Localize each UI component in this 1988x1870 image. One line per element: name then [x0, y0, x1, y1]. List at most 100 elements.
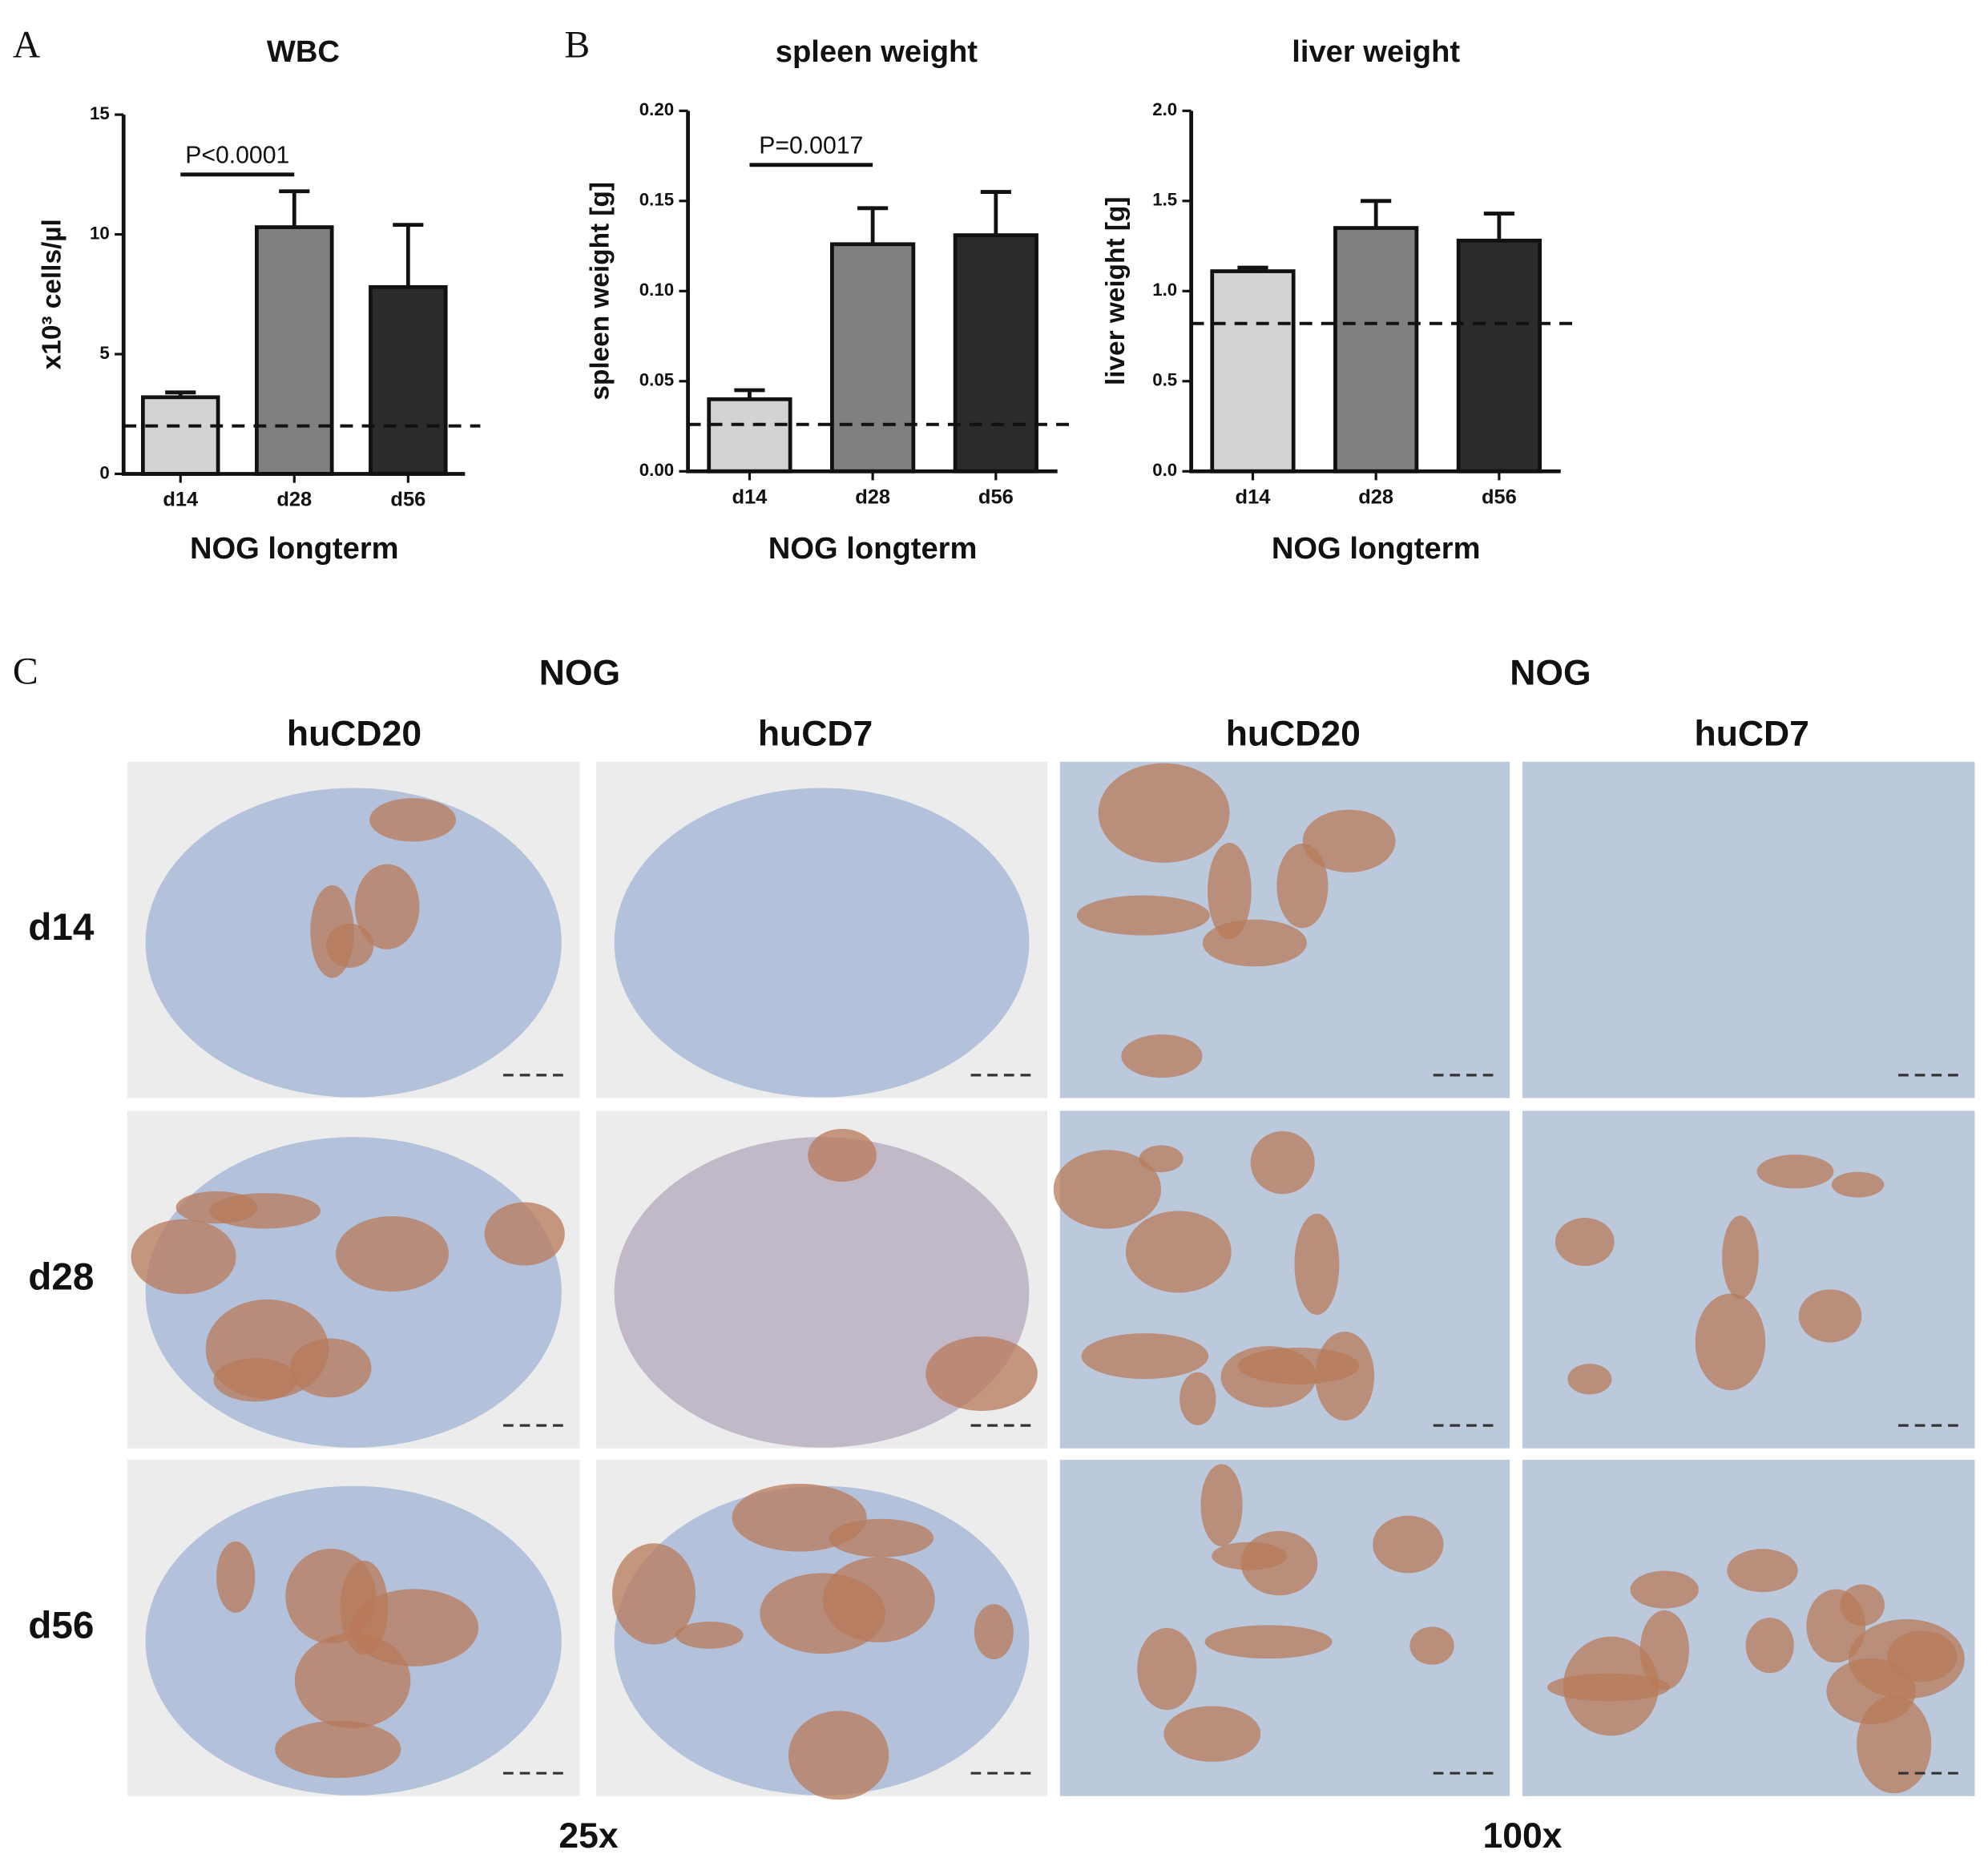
column-header: huCD20: [287, 715, 421, 754]
bar: [830, 242, 916, 474]
stain-patch: [1204, 1625, 1333, 1659]
stain-patch: [974, 1604, 1014, 1660]
panel-label: B: [564, 24, 590, 66]
stain-patch: [1076, 895, 1210, 936]
error-bar: [279, 189, 310, 228]
stain-patch: [675, 1621, 744, 1649]
stain-patch: [1139, 1145, 1184, 1173]
stain-patch: [1567, 1364, 1612, 1395]
stain-patch: [1373, 1515, 1444, 1574]
stain-patch: [1798, 1289, 1862, 1343]
stain-patch: [1409, 1626, 1454, 1665]
error-bar: [1237, 265, 1268, 272]
bar: [1210, 269, 1296, 474]
stain-patch: [1887, 1630, 1958, 1683]
chart-title: spleen weight: [776, 34, 978, 69]
annotation: P=0.0017: [759, 133, 863, 159]
stain-patch: [205, 1299, 329, 1400]
stain-patch: [1081, 1333, 1209, 1380]
bar: [953, 233, 1038, 474]
error-bar: [734, 388, 765, 400]
error-bar: [393, 223, 424, 288]
annotation: P<0.0001: [185, 143, 289, 169]
x-axis-label: NOG longterm: [1272, 531, 1481, 566]
stain-patch: [925, 1336, 1038, 1411]
row-label: d28: [28, 1256, 94, 1299]
stain-patch: [1826, 1658, 1916, 1724]
tissue-section: [145, 1137, 562, 1448]
stain-patch: [808, 1129, 877, 1182]
y-tick-label: 0.05: [639, 370, 674, 390]
bar: [369, 284, 448, 476]
stain-patch: [1121, 1034, 1203, 1078]
stain-patch: [1208, 842, 1252, 940]
x-tick-label: d56: [1482, 486, 1517, 508]
stain-patch: [612, 1543, 696, 1645]
stain-patch: [1237, 1348, 1360, 1384]
panel-label: A: [13, 24, 41, 66]
y-tick-label: 1.0: [1152, 280, 1177, 300]
y-tick-label: 2.0: [1152, 99, 1177, 119]
magnification: 100x: [1483, 1816, 1563, 1856]
tissue-image: [1522, 761, 1975, 1098]
x-tick-label: d28: [1358, 486, 1393, 508]
stain-patch: [1630, 1570, 1699, 1609]
y-axis-label: liver weight [g]: [1101, 197, 1131, 385]
stain-patch: [1098, 763, 1230, 863]
stain-patch: [131, 1219, 236, 1295]
y-tick-label: 0.5: [1152, 370, 1177, 390]
stain-patch: [484, 1202, 565, 1266]
x-axis-label: NOG longterm: [768, 531, 978, 566]
stain-patch: [760, 1573, 885, 1654]
error-bar: [857, 206, 889, 244]
column-header: huCD7: [1695, 715, 1809, 754]
stain-patch: [1125, 1211, 1232, 1293]
stain-patch: [1695, 1293, 1766, 1391]
column-header: huCD20: [1226, 715, 1361, 754]
row-label: d56: [28, 1605, 94, 1647]
x-tick-label: d56: [390, 489, 425, 511]
stain-patch: [1276, 843, 1329, 929]
error-bar: [165, 390, 196, 397]
bar: [707, 397, 792, 474]
y-tick-label: 5: [99, 343, 109, 363]
y-tick-label: 0.15: [639, 190, 674, 210]
group-title: NOG: [1510, 653, 1591, 692]
stain-patch: [1745, 1618, 1794, 1674]
stain-patch: [369, 798, 457, 842]
stain-patch: [1722, 1215, 1759, 1300]
bar: [1333, 226, 1419, 474]
tissue-section: [614, 1137, 1030, 1448]
x-tick-label: d28: [276, 489, 312, 511]
stain-patch: [1727, 1549, 1798, 1593]
stain-patch: [1302, 809, 1396, 873]
x-tick-label: d14: [732, 486, 768, 508]
chart-title: liver weight: [1292, 34, 1460, 69]
stain-patch: [1137, 1627, 1197, 1711]
row-label: d14: [28, 906, 95, 949]
stain-patch: [275, 1720, 401, 1779]
stain-patch: [310, 885, 354, 978]
bar: [140, 395, 220, 476]
error-bar: [1361, 199, 1392, 228]
stain-patch: [788, 1711, 889, 1800]
y-tick-label: 10: [90, 223, 110, 243]
y-axis-label: x10³ cells/µl: [38, 219, 67, 369]
axes: [121, 115, 466, 476]
stain-patch: [1831, 1171, 1885, 1198]
tissue-section: [614, 788, 1030, 1098]
stain-patch: [1179, 1372, 1216, 1425]
error-bar: [980, 190, 1011, 236]
x-axis-label: NOG longterm: [190, 531, 399, 566]
stain-patch: [1294, 1213, 1340, 1316]
stain-patch: [1555, 1218, 1615, 1267]
chart-title: WBC: [267, 34, 340, 69]
y-tick-label: 15: [90, 103, 110, 123]
x-tick-label: d14: [1236, 486, 1271, 508]
x-tick-label: d56: [978, 486, 1014, 508]
x-tick-label: d14: [163, 489, 198, 511]
stain-patch: [1756, 1155, 1834, 1189]
stain-patch: [1053, 1150, 1162, 1229]
bar: [255, 225, 334, 476]
magnification: 25x: [558, 1816, 618, 1856]
